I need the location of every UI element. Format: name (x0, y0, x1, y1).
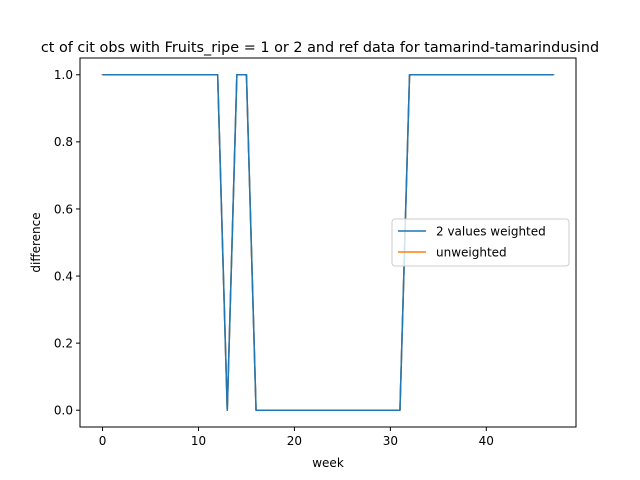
y-axis-ticks: 0.0 0.2 0.4 0.6 0.8 1.0 (54, 68, 80, 418)
chart-title: ct of cit obs with Fruits_ripe = 1 or 2 … (41, 40, 599, 56)
series-line-0-overlay (102, 74, 554, 411)
series-layer (101, 74, 555, 411)
legend-label-1: unweighted (436, 245, 507, 259)
x-tick-label: 10 (191, 434, 206, 448)
legend-box (391, 218, 570, 267)
y-tick-label: 0.6 (54, 202, 73, 216)
x-tick-label: 20 (287, 434, 302, 448)
y-tick-label: 1.0 (54, 68, 73, 82)
legend-label-0: 2 values weighted (436, 224, 546, 238)
plot-frame (79, 57, 577, 428)
legend: 2 values weighted unweighted (391, 218, 570, 267)
x-axis-label: week (312, 456, 344, 470)
x-tick-label: 30 (383, 434, 398, 448)
y-tick-label: 0.8 (54, 135, 73, 149)
x-tick-label: 0 (99, 434, 107, 448)
y-tick-label: 0.0 (54, 404, 73, 418)
x-axis-ticks: 0 10 20 30 40 (99, 427, 494, 448)
y-tick-label: 0.4 (54, 269, 73, 283)
y-axis-label: difference (29, 212, 43, 272)
y-tick-label: 0.2 (54, 336, 73, 350)
x-tick-label: 40 (479, 434, 494, 448)
